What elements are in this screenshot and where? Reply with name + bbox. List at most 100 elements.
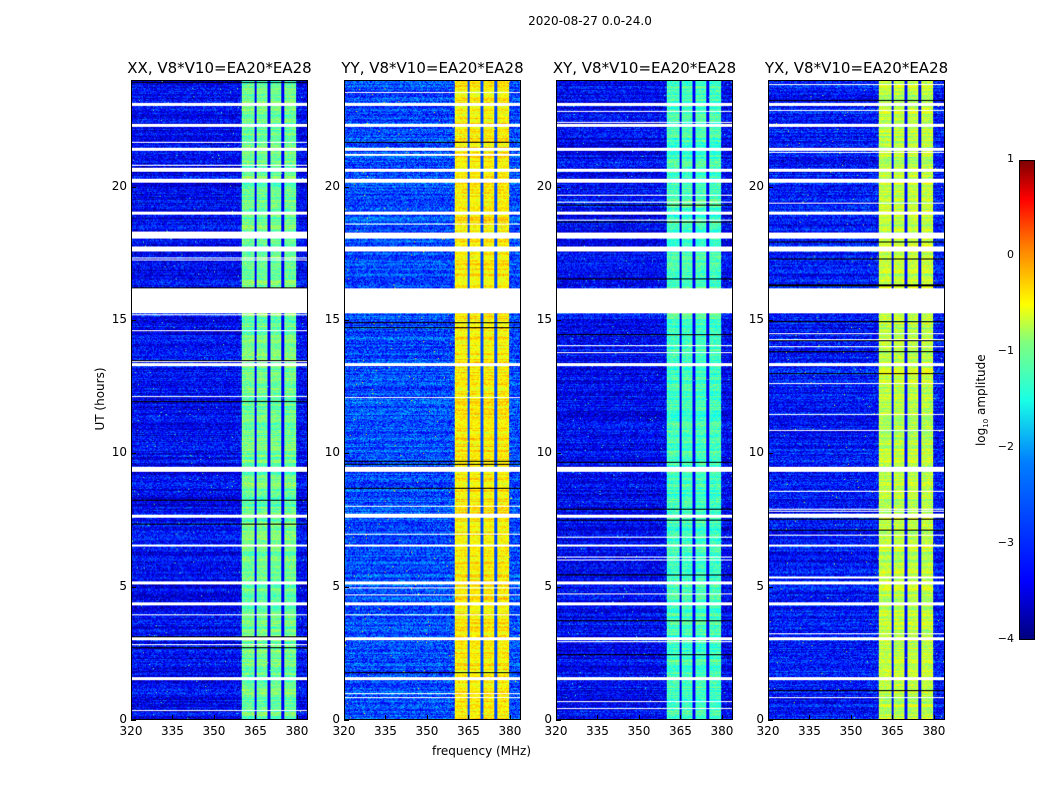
x-tick-0-3 bbox=[255, 715, 257, 720]
y-tick-0-2 bbox=[131, 453, 136, 455]
y-tick-3-1 bbox=[768, 586, 773, 588]
x-tick-label-2-4: 380 bbox=[710, 724, 734, 738]
y-tick-label-3-1: 5 bbox=[756, 578, 764, 593]
y-tick-label-0-2: 10 bbox=[111, 445, 127, 460]
x-tick-0-4 bbox=[296, 715, 298, 720]
y-tick-label-0-0: 0 bbox=[119, 712, 127, 726]
y-tick-label-0-1: 5 bbox=[119, 578, 127, 593]
x-tick-1-2 bbox=[426, 715, 428, 720]
y-tick-label-2-3: 15 bbox=[536, 312, 552, 326]
x-tick-label-1-3: 365 bbox=[457, 724, 480, 738]
x-tick-label-3-4: 380 bbox=[922, 724, 946, 738]
heatmap-panel-0 bbox=[131, 80, 308, 720]
heatmap-panel-1 bbox=[344, 80, 521, 720]
colorbar-tick-label-1: −3 bbox=[997, 536, 1014, 549]
y-tick-2-4 bbox=[556, 186, 561, 188]
x-tick-label-0-2: 350 bbox=[202, 724, 226, 738]
x-tick-3-2 bbox=[850, 715, 852, 720]
y-tick-label-1-2: 10 bbox=[324, 445, 340, 460]
x-tick-3-1 bbox=[809, 715, 811, 720]
x-tick-label-0-4: 380 bbox=[285, 724, 309, 738]
y-tick-label-1-4: 20 bbox=[324, 178, 340, 193]
x-tick-3-0 bbox=[768, 715, 769, 720]
y-tick-2-0 bbox=[556, 720, 561, 721]
y-tick-3-4 bbox=[768, 186, 773, 188]
y-tick-1-2 bbox=[344, 453, 349, 455]
x-tick-0-0 bbox=[131, 715, 132, 720]
x-tick-label-0-1: 335 bbox=[161, 724, 184, 738]
y-tick-2-2 bbox=[556, 453, 561, 455]
y-tick-0-0 bbox=[131, 720, 136, 721]
y-tick-label-1-0: 0 bbox=[332, 712, 340, 726]
colorbar-label: log10 amplitude bbox=[973, 354, 991, 447]
x-tick-label-1-0: 320 bbox=[332, 724, 356, 738]
y-tick-3-0 bbox=[768, 720, 773, 721]
heatmap-panel-2 bbox=[556, 80, 733, 720]
x-tick-label-1-4: 380 bbox=[498, 724, 522, 738]
x-tick-3-3 bbox=[892, 715, 894, 720]
colorbar bbox=[1019, 160, 1035, 640]
y-tick-label-2-4: 20 bbox=[536, 178, 552, 193]
x-tick-2-3 bbox=[680, 715, 682, 720]
y-tick-label-0-3: 15 bbox=[111, 312, 127, 326]
x-tick-label-3-1: 335 bbox=[798, 724, 821, 738]
colorbar-tick-label-3: −1 bbox=[997, 344, 1014, 357]
colorbar-tick-label-5: 1 bbox=[1007, 152, 1014, 165]
y-tick-0-1 bbox=[131, 586, 136, 588]
panel-title-2: XY, V8*V10=EA20*EA28 bbox=[552, 59, 737, 77]
heatmap-cells-0 bbox=[132, 81, 307, 719]
x-axis-label: frequency (MHz) bbox=[432, 744, 532, 758]
x-tick-label-3-2: 350 bbox=[839, 724, 863, 738]
x-tick-label-2-2: 350 bbox=[627, 724, 651, 738]
y-tick-1-0 bbox=[344, 720, 349, 721]
colorbar-tick-label-4: 0 bbox=[1007, 248, 1014, 261]
panel-title-1: YY, V8*V10=EA20*EA28 bbox=[341, 59, 524, 77]
y-tick-0-4 bbox=[131, 186, 136, 188]
heatmap-panel-3 bbox=[768, 80, 945, 720]
y-axis-label: UT (hours) bbox=[93, 367, 107, 431]
y-tick-label-3-0: 0 bbox=[756, 712, 764, 726]
x-tick-label-0-3: 365 bbox=[244, 724, 267, 738]
x-tick-1-4 bbox=[509, 715, 511, 720]
y-tick-label-2-2: 10 bbox=[536, 445, 552, 460]
x-tick-2-4 bbox=[721, 715, 723, 720]
x-tick-label-2-1: 335 bbox=[586, 724, 609, 738]
x-tick-2-2 bbox=[638, 715, 640, 720]
x-tick-label-0-0: 320 bbox=[119, 724, 143, 738]
x-tick-1-1 bbox=[385, 715, 387, 720]
y-tick-label-3-4: 20 bbox=[748, 178, 764, 193]
x-tick-label-2-0: 320 bbox=[544, 724, 568, 738]
panel-title-0: XX, V8*V10=EA20*EA28 bbox=[127, 59, 312, 77]
heatmap-cells-2 bbox=[557, 81, 732, 719]
x-tick-label-3-3: 365 bbox=[881, 724, 904, 738]
x-tick-label-2-3: 365 bbox=[669, 724, 692, 738]
y-tick-0-3 bbox=[131, 320, 136, 321]
y-tick-2-1 bbox=[556, 586, 561, 588]
colorbar-tick-label-0: −4 bbox=[997, 632, 1014, 645]
y-tick-label-2-1: 5 bbox=[544, 578, 552, 593]
x-tick-0-2 bbox=[213, 715, 215, 720]
y-tick-label-3-2: 10 bbox=[748, 445, 764, 460]
y-tick-label-3-3: 15 bbox=[748, 312, 764, 326]
x-tick-0-1 bbox=[172, 715, 174, 720]
y-tick-2-3 bbox=[556, 320, 561, 321]
x-tick-2-0 bbox=[556, 715, 557, 720]
y-tick-1-4 bbox=[344, 186, 349, 188]
y-tick-label-0-4: 20 bbox=[111, 178, 127, 193]
x-tick-3-4 bbox=[933, 715, 935, 720]
colorbar-tick-label-2: −2 bbox=[997, 440, 1014, 453]
x-tick-label-1-2: 350 bbox=[415, 724, 439, 738]
y-tick-3-2 bbox=[768, 453, 773, 455]
x-tick-1-3 bbox=[468, 715, 470, 720]
heatmap-cells-3 bbox=[769, 81, 944, 719]
x-tick-label-3-0: 320 bbox=[756, 724, 780, 738]
y-tick-3-3 bbox=[768, 320, 773, 321]
heatmap-cells-1 bbox=[345, 81, 520, 719]
y-tick-label-1-1: 5 bbox=[332, 578, 340, 593]
figure-title: 2020-08-27 0.0-24.0 bbox=[528, 14, 652, 28]
panel-title-3: YX, V8*V10=EA20*EA28 bbox=[764, 59, 949, 77]
x-tick-1-0 bbox=[344, 715, 345, 720]
y-tick-1-1 bbox=[344, 586, 349, 588]
y-tick-1-3 bbox=[344, 320, 349, 321]
